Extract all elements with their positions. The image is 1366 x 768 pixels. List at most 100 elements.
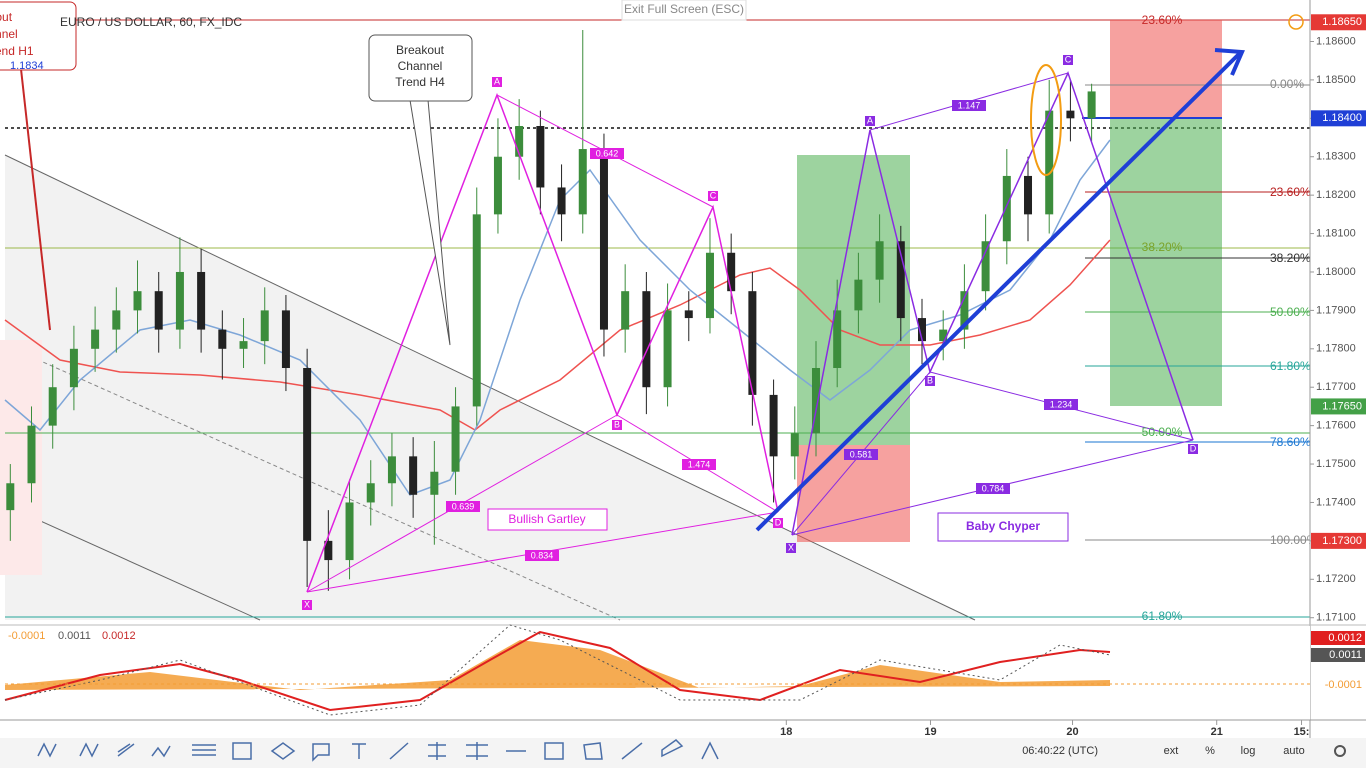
osc-badge-label: 0.0011: [1329, 649, 1362, 661]
y-tick-label: 1.17500: [1316, 458, 1356, 470]
candle-body: [239, 341, 248, 349]
osc-legend: -0.0001: [8, 630, 45, 642]
candle-body: [154, 291, 163, 330]
point-label: C: [1065, 54, 1072, 64]
toolbar-button[interactable]: ext: [1164, 745, 1179, 757]
candle-body: [960, 291, 969, 330]
pattern-label: Bullish Gartley: [508, 512, 585, 526]
ratio-tags: 0.642 1.474 0.639 0.834 1.147 0.581 1.23…: [446, 100, 1078, 561]
candle-body: [748, 291, 757, 395]
fib-label: 23.60%: [1270, 185, 1311, 199]
label-box: [487, 508, 608, 531]
candle-body: [854, 279, 863, 311]
price-badge-label: 1.17300: [1322, 535, 1362, 547]
ratio: 1.474: [688, 459, 711, 469]
exit-button[interactable]: [621, 0, 747, 21]
ratio: 0.581: [850, 449, 873, 459]
candle-body: [409, 456, 418, 495]
candle-body: [875, 241, 884, 280]
osc-badge: [1311, 631, 1365, 645]
exit-label[interactable]: Exit Full Screen (ESC): [624, 2, 744, 16]
callout-text: Breakout: [0, 10, 13, 24]
candle-body: [621, 291, 630, 330]
point-label: A: [494, 76, 500, 86]
ratio: 1.234: [1050, 399, 1073, 409]
candle-body: [1002, 175, 1011, 242]
price-badge-label: 1.18400: [1322, 112, 1362, 124]
long-loss: [797, 445, 910, 542]
fib-label: 0.00%: [1270, 77, 1304, 91]
ratio: 1.147: [958, 100, 981, 110]
callout-text: Trend H1: [0, 44, 34, 58]
highlight: [1030, 64, 1062, 176]
candle-body: [69, 348, 78, 388]
candle-body: [981, 241, 990, 292]
osc-legend: 0.0012: [102, 630, 136, 642]
fib-label: 38.20%: [1142, 240, 1183, 254]
candle-body: [197, 271, 206, 330]
short-loss: [1110, 20, 1222, 118]
price-badge: [1311, 14, 1366, 31]
candle-body: [578, 149, 587, 215]
callout-text: Channel: [398, 59, 443, 73]
callout-pointer: [409, 99, 451, 346]
candle-body: [769, 394, 778, 457]
candle-body: [705, 252, 714, 319]
drawing-tools[interactable]: [37, 739, 719, 762]
candle-body: [345, 502, 354, 561]
fib-label: 61.80%: [1142, 609, 1183, 623]
osc-badge: [1311, 648, 1365, 662]
candle-body: [896, 241, 905, 319]
candle-body: [557, 187, 566, 215]
candle-body: [1066, 110, 1075, 119]
fib-label: 78.60%: [1270, 435, 1311, 449]
toolbar-button[interactable]: auto: [1283, 745, 1304, 757]
candle-body: [727, 252, 736, 292]
fib-label: 61.80%: [1270, 359, 1311, 373]
y-tick-label: 1.17800: [1316, 343, 1356, 355]
candle-body: [175, 271, 184, 330]
fib-label: 100.00%: [1270, 533, 1318, 547]
candles: [6, 29, 1096, 591]
candle-body: [48, 387, 57, 426]
point-label: X: [788, 542, 794, 552]
y-tick-label: 1.18200: [1316, 189, 1356, 201]
channel-line: [4, 154, 976, 621]
pattern-label: Baby Chyper: [966, 519, 1040, 533]
ratio: 0.642: [596, 148, 619, 158]
candle-body: [6, 483, 15, 511]
x-tick-label: 15:: [1294, 726, 1310, 738]
short-profit: [1110, 118, 1222, 406]
point-label: C: [710, 190, 717, 200]
toolbar-button[interactable]: %: [1205, 745, 1215, 757]
ratio: 0.639: [452, 501, 475, 511]
price-badge-label: 1.17650: [1322, 400, 1362, 412]
y-tick-label: 1.18300: [1316, 151, 1356, 163]
candle-body: [324, 540, 333, 561]
settings-button[interactable]: [1334, 745, 1346, 757]
alert-icon[interactable]: [1288, 14, 1304, 30]
candle-body: [536, 125, 545, 188]
point-label: A: [867, 115, 873, 125]
zone: [0, 340, 42, 575]
point-label: D: [775, 517, 782, 527]
fib-label: 50.00%: [1270, 305, 1311, 319]
ratio: 0.834: [531, 550, 554, 560]
toolbar: [0, 738, 1366, 768]
osc-badge: [1311, 678, 1365, 692]
y-tick-label: 1.18100: [1316, 227, 1356, 239]
candle-body: [642, 291, 651, 388]
fib-label: 23.60%: [1142, 13, 1183, 27]
candle-body: [515, 125, 524, 157]
candle-body: [260, 310, 269, 342]
callout-text: Trend H4: [395, 75, 445, 89]
toolbar-button[interactable]: log: [1241, 745, 1256, 757]
x-tick-label: 21: [1211, 726, 1223, 738]
point-label: X: [304, 599, 310, 609]
candle-body: [27, 425, 36, 484]
price-badge-label: 1.18650: [1322, 16, 1362, 28]
candle-body: [493, 156, 502, 215]
candle-body: [790, 433, 799, 457]
fib-label: 38.20%: [1270, 251, 1311, 265]
